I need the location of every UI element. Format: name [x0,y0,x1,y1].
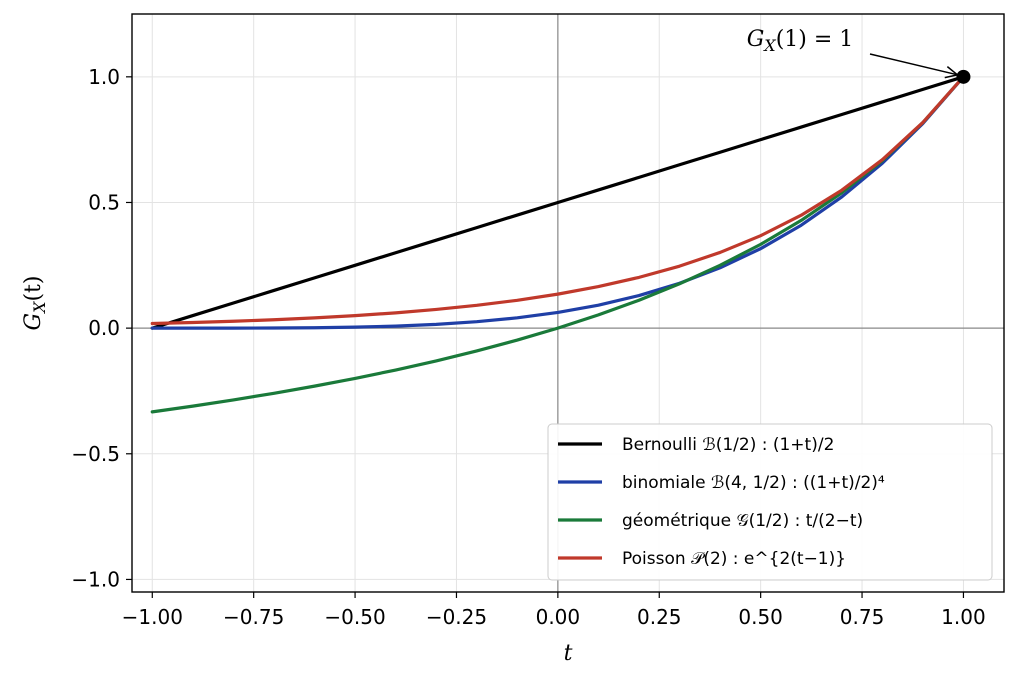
legend-box [547,423,993,581]
x-tick-label: −0.50 [324,605,385,629]
annotation-text: GX(1) = 1 [747,27,854,55]
highlight-point [956,69,971,84]
series-line-1 [150,75,966,330]
series-line-2 [150,75,966,414]
y-tick-label: 0.0 [88,316,120,340]
series-line-0 [150,75,966,330]
x-tick-label: 0.00 [536,605,581,629]
legend-label-0: Bernoulli ℬ(1/2) : (1+t)/2 [622,435,834,455]
y-tick-label: 1.0 [88,65,120,89]
y-tick-label: 0.5 [88,190,120,214]
series-lines [150,75,966,414]
legend-label-2: géométrique 𝒢(1/2) : t/(2−t) [622,511,863,531]
annotation-arrow-head [944,66,960,79]
series-line-3 [150,75,966,326]
x-tick-label: −0.25 [426,605,487,629]
x-tick-label: −1.00 [122,605,183,629]
legend-label-3: Poisson 𝒫(2) : e^{2(t−1)} [622,549,846,569]
y-tick-label: −1.0 [71,567,120,591]
legend-label-1: binomiale ℬ(4, 1/2) : ((1+t)/2)⁴ [622,473,885,493]
x-tick-label: 0.25 [637,605,682,629]
x-tick-label: 1.00 [941,605,986,629]
x-axis-ticks: −1.00 −0.75 −0.50 −0.25 0.00 0.25 0.50 0.75 1.00 [122,592,986,629]
x-tick-label: 0.50 [738,605,783,629]
plot-frame [131,13,1005,593]
y-axis-label: GX(t) [21,276,49,331]
x-axis-label: t [564,641,573,666]
annotation-arrow-line [869,53,958,76]
legend: Bernoulli ℬ(1/2) : (1+t)/2 binomiale ℬ(4,… [547,423,993,581]
highlight-point-layer [956,69,971,84]
y-tick-label: −0.5 [71,442,120,466]
x-tick-label: −0.75 [223,605,284,629]
y-axis-ticks: −1.0 −0.5 0.0 0.5 1.0 [71,65,132,591]
annotation: GX(1) = 1 [747,27,960,79]
x-tick-label: 0.75 [840,605,885,629]
